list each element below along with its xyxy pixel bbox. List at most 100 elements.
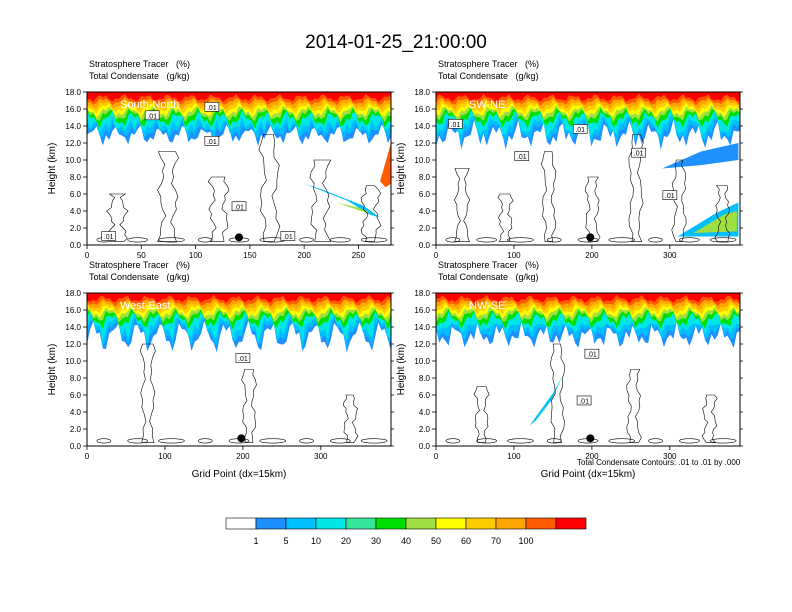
tracer-band-10 [436, 293, 740, 304]
contour-label-text: .01 [579, 398, 589, 405]
colorbar-label: 40 [400, 536, 411, 546]
tracer-shading [436, 92, 740, 150]
y-tick-label: 18.0 [414, 289, 430, 298]
colorbar-label: 70 [490, 536, 501, 546]
y-tick-label: 2.0 [70, 425, 82, 434]
contour-label-text: .01 [587, 352, 597, 359]
x-tick-label: 0 [85, 452, 90, 461]
y-axis-title: Height (km) [47, 143, 58, 195]
tracer-tongue-1 [529, 376, 563, 426]
plot-area: .01 .01 [436, 293, 740, 444]
x-tick-label: 0 [434, 251, 439, 260]
y-tick-label: 12.0 [414, 340, 430, 349]
contour-label-text: .01 [517, 154, 527, 161]
colorbar-box [435, 517, 467, 530]
condensate-contour [626, 369, 642, 443]
colorbar-box [255, 517, 287, 530]
y-tick-label: 16.0 [65, 306, 81, 315]
y-tick-label: 12.0 [65, 340, 81, 349]
condensate-contour-low [330, 438, 351, 444]
contour-label: .01 [144, 110, 160, 120]
y-tick-label: 0.0 [419, 442, 431, 451]
colorbar-label: 50 [430, 536, 441, 546]
contour-label-text: .01 [207, 139, 217, 146]
condensate-contour-low [96, 438, 112, 444]
contour-label-text: .01 [238, 356, 248, 363]
contour-label: .01 [662, 190, 678, 200]
contour-label: .01 [231, 201, 247, 211]
colorbar-label: 60 [460, 536, 471, 546]
y-axis-title: Height (km) [396, 143, 407, 195]
panel-4: .01 .01 0.0 2.0 4.0 6.0 8.0 10.0 12.0 14.0 16.0 18.… [396, 289, 743, 461]
condensate-contour-low [476, 237, 497, 243]
plot-frame [435, 292, 741, 447]
tracer-band-10 [87, 293, 391, 303]
y-tick-label: 0.0 [70, 241, 82, 250]
condensate-contour [473, 386, 490, 443]
colorbar [225, 517, 587, 530]
x-tick-label: 300 [663, 452, 677, 461]
y-tick-label: 14.0 [414, 323, 430, 332]
condensate-contour [714, 185, 731, 242]
x-tick-label: 200 [297, 251, 311, 260]
condensate-contours [445, 134, 737, 243]
colorbar-box [555, 517, 587, 530]
plot-area: .01 .01 .01 .01 .01 .01 [87, 92, 391, 243]
y-tick-label: 14.0 [65, 323, 81, 332]
condensate-contour-low [476, 438, 497, 444]
colorbar-label: 20 [340, 536, 351, 546]
x-tick-label: 300 [314, 452, 328, 461]
x-axis-title: Grid Point (dx=15km) [540, 469, 636, 480]
contour-label: .01 [514, 151, 530, 161]
contour-label-box [572, 124, 588, 134]
condensate-contour [258, 134, 281, 242]
y-tick-label: 18.0 [414, 88, 430, 97]
tracer-tongues [529, 376, 563, 426]
y-tick-label: 4.0 [419, 207, 431, 216]
condensate-contour [360, 185, 382, 242]
tracer-tongue-edge [380, 143, 391, 188]
contour-label-text: .01 [207, 105, 217, 112]
x-tick-label: 200 [236, 452, 250, 461]
y-tick-label: 16.0 [414, 105, 430, 114]
panel-3: .01 0.0 2.0 4.0 6.0 8.0 10.0 12.0 14.0 16.0 18.0 0 1… [47, 289, 394, 461]
condensate-contour-low [445, 237, 461, 243]
condensate-contour [106, 193, 129, 242]
figure-title: 2014-01-25_21:00:00 [305, 32, 487, 53]
condensate-contour-low [546, 438, 562, 444]
colorbar-box [405, 517, 437, 530]
panel-subtitle-condensate: Total Condensate (g/kg) [438, 71, 539, 81]
x-tick-label: 100 [158, 452, 172, 461]
colorbar-box [465, 517, 497, 530]
x-tick-label: 100 [507, 251, 521, 260]
y-tick-label: 8.0 [70, 374, 82, 383]
contour-note: Total Condensate Contours: .01 to .01 by… [577, 458, 741, 467]
contour-label-box [576, 395, 592, 406]
location-marker [586, 233, 595, 242]
x-tick-label: 200 [585, 452, 599, 461]
colorbar-label: 1 [253, 536, 259, 546]
condensate-contours [96, 134, 388, 243]
plot-area: .01 [87, 293, 391, 444]
colorbar-box [375, 517, 407, 530]
contour-label-text: .01 [575, 127, 585, 134]
colorbar-box [495, 517, 527, 530]
y-tick-label: 12.0 [414, 139, 430, 148]
condensate-contour-low [330, 237, 351, 243]
y-tick-label: 10.0 [414, 357, 430, 366]
condensate-contour-low [648, 438, 663, 444]
y-tick-label: 6.0 [419, 391, 431, 400]
contour-label-text: .01 [147, 113, 157, 120]
condensate-contour-low [709, 237, 737, 243]
colorbar-box [285, 517, 317, 530]
condensate-contour-low [299, 237, 314, 243]
x-tick-label: 200 [585, 251, 599, 260]
contour-label-text: .01 [451, 122, 461, 129]
plot-frame [86, 91, 392, 246]
contour-label-box [101, 231, 117, 241]
condensate-contour-low [158, 237, 185, 243]
condensate-contour-low [709, 438, 737, 444]
y-tick-label: 18.0 [65, 88, 81, 97]
tracer-tongue-upper [662, 143, 739, 169]
